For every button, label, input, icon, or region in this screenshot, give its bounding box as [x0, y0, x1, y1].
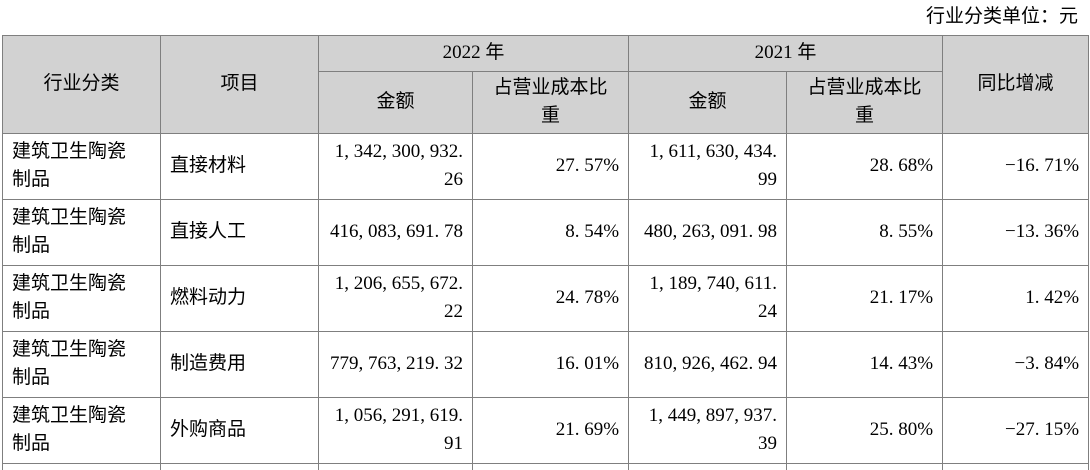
industry-cell: 建筑卫生陶瓷制品	[2, 396, 161, 464]
ratio-2022-cell: 16. 01%	[471, 330, 630, 398]
ratio-2021-cell: 1. 36%	[786, 462, 944, 470]
table-row: 建筑卫生陶瓷制品 直接人工 416, 083, 691. 78 8. 54% 4…	[2, 198, 1090, 266]
table-header: 行业分类 项目 2022 年 2021 年 同比增减 金额 占营业成本比重 金额…	[2, 34, 1090, 134]
industry-cell: 建筑卫生陶瓷制品	[2, 330, 161, 398]
ratio-2021-cell: 14. 43%	[786, 330, 944, 398]
header-row-sub: 金额 占营业成本比重 金额 占营业成本比重	[3, 70, 1089, 134]
item-cell: 直接人工	[160, 198, 319, 266]
ratio-2021-cell: 28. 68%	[786, 132, 944, 200]
amount-2021-cell: 1, 449, 897, 937. 39	[628, 396, 788, 464]
amount-2022-cell: 1, 206, 655, 672. 22	[318, 264, 473, 332]
header-industry: 行业分类	[2, 34, 161, 134]
ratio-2022-cell: 1. 40%	[471, 462, 630, 470]
header-yoy: 同比增减	[942, 34, 1090, 134]
industry-cost-table: 行业分类 项目 2022 年 2021 年 同比增减 金额 占营业成本比重 金额…	[2, 34, 1090, 470]
table-row: 建筑卫生陶瓷制品 直接材料 1, 342, 300, 932. 26 27. 5…	[2, 132, 1090, 200]
yoy-cell: −13. 36%	[942, 198, 1090, 266]
item-cell: 其他成本	[160, 462, 319, 470]
header-ratio-2022: 占营业成本比重	[471, 70, 630, 134]
industry-cell: 建筑卫生陶瓷制品	[2, 198, 161, 266]
ratio-2021-cell: 25. 80%	[786, 396, 944, 464]
table-body: 建筑卫生陶瓷制品 直接材料 1, 342, 300, 932. 26 27. 5…	[2, 132, 1090, 470]
ratio-2022-cell: 21. 69%	[471, 396, 630, 464]
amount-2022-cell: 416, 083, 691. 78	[318, 198, 473, 266]
amount-2022-cell: 1, 056, 291, 619. 91	[318, 396, 473, 464]
item-cell: 燃料动力	[160, 264, 319, 332]
header-year-2021: 2021 年	[628, 34, 944, 72]
table-row: 其他 其他成本 68, 327, 482. 32 1. 40% 76, 698,…	[2, 462, 1090, 470]
amount-2021-cell: 1, 611, 630, 434. 99	[628, 132, 788, 200]
amount-2022-cell: 779, 763, 219. 32	[318, 330, 473, 398]
yoy-cell: −10. 91%	[942, 462, 1090, 470]
header-ratio-2021: 占营业成本比重	[786, 70, 944, 134]
unit-label: 行业分类单位：元	[925, 6, 1078, 27]
header-item: 项目	[160, 34, 319, 134]
yoy-cell: −27. 15%	[942, 396, 1090, 464]
industry-cell: 其他	[2, 462, 161, 470]
amount-2021-cell: 1, 189, 740, 611. 24	[628, 264, 788, 332]
table-row: 建筑卫生陶瓷制品 制造费用 779, 763, 219. 32 16. 01% …	[2, 330, 1090, 398]
header-amount-2021: 金额	[628, 70, 788, 134]
yoy-cell: −16. 71%	[942, 132, 1090, 200]
header-year-2022: 2022 年	[317, 34, 630, 72]
ratio-2021-cell: 21. 17%	[786, 264, 944, 332]
ratio-2022-cell: 27. 57%	[471, 132, 630, 200]
industry-cell: 建筑卫生陶瓷制品	[2, 264, 161, 332]
ratio-2022-cell: 24. 78%	[471, 264, 630, 332]
amount-2022-cell: 68, 327, 482. 32	[318, 462, 473, 470]
industry-cell: 建筑卫生陶瓷制品	[2, 132, 161, 200]
item-cell: 制造费用	[160, 330, 319, 398]
amount-2021-cell: 810, 926, 462. 94	[628, 330, 788, 398]
header-row-top: 行业分类 项目 2022 年 2021 年 同比增减	[2, 34, 1090, 134]
ratio-2021-cell: 8. 55%	[786, 198, 944, 266]
amount-2022-cell: 1, 342, 300, 932. 26	[318, 132, 473, 200]
ratio-2022-cell: 8. 54%	[471, 198, 630, 266]
amount-2021-cell: 76, 698, 816. 10	[628, 462, 788, 470]
amount-2021-cell: 480, 263, 091. 98	[628, 198, 788, 266]
table-row: 建筑卫生陶瓷制品 燃料动力 1, 206, 655, 672. 22 24. 7…	[2, 264, 1090, 332]
item-cell: 直接材料	[160, 132, 319, 200]
header-amount-2022: 金额	[318, 70, 473, 134]
item-cell: 外购商品	[160, 396, 319, 464]
yoy-cell: −3. 84%	[942, 330, 1090, 398]
yoy-cell: 1. 42%	[942, 264, 1090, 332]
table-row: 建筑卫生陶瓷制品 外购商品 1, 056, 291, 619. 91 21. 6…	[2, 396, 1090, 464]
